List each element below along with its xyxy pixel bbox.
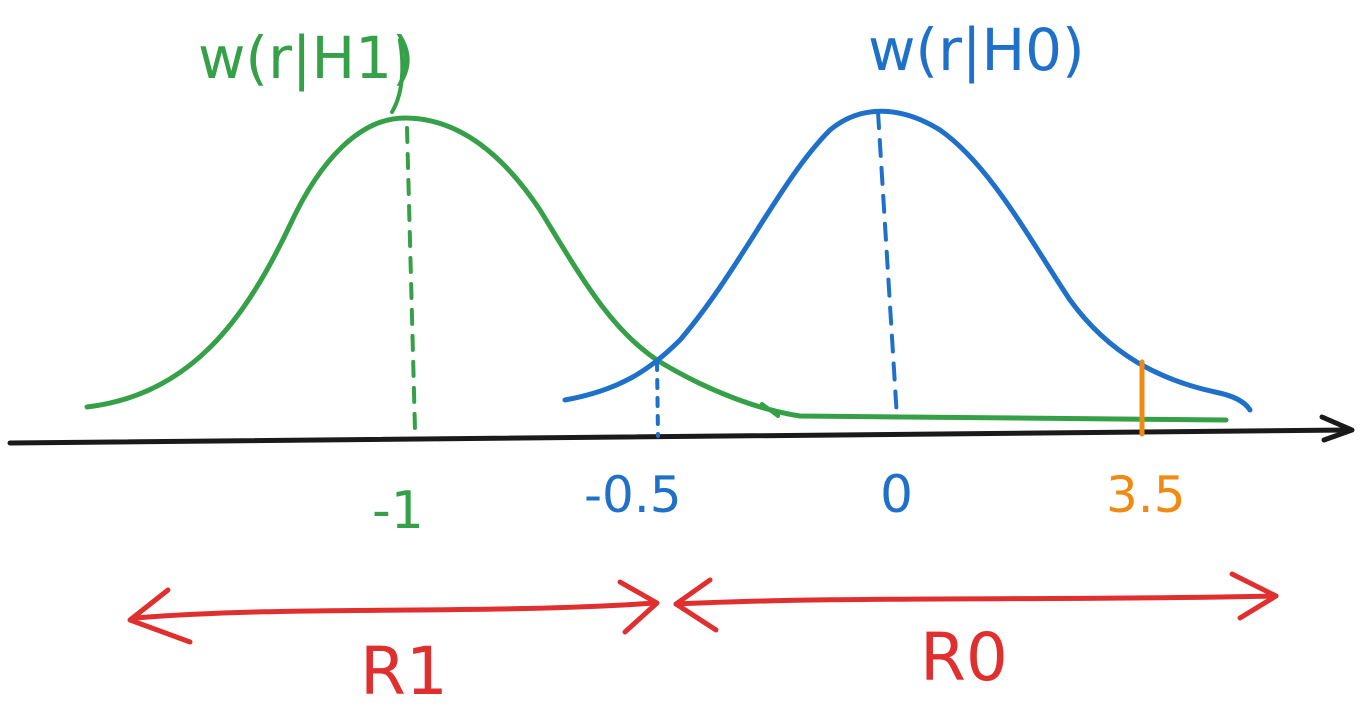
threshold-dotted — [655, 360, 660, 438]
r0-right-arrowhead — [1229, 571, 1279, 621]
tick-label-h1-mean: -1 — [372, 481, 424, 541]
tick-label-threshold: -0.5 — [584, 466, 682, 524]
h1-mean-dashed — [405, 126, 417, 432]
h0-density-label: w(r|H0) — [868, 16, 1085, 84]
x-axis-arrowhead — [1319, 414, 1355, 443]
h1-curve-hook — [390, 38, 405, 114]
h1-density-curve — [84, 115, 1229, 423]
r1-right-arrowhead — [617, 579, 660, 635]
x-axis — [7, 427, 1351, 446]
h0-mean-dashed — [876, 110, 899, 420]
r1-left-arrowhead — [127, 587, 193, 645]
region-label-r0: R0 — [920, 619, 1008, 696]
r0-region-arrow — [673, 593, 1279, 607]
r1-region-arrow — [132, 600, 658, 621]
h1-density-label: w(r|H1) — [198, 24, 415, 92]
region-label-r1: R1 — [360, 633, 448, 710]
r0-left-arrowhead — [673, 577, 719, 633]
tick-label-h0-mean: 0 — [880, 465, 913, 525]
tick-label-observation: 3.5 — [1106, 466, 1186, 524]
h0-density-curve — [562, 108, 1253, 413]
h1-tail-mark — [760, 402, 780, 418]
